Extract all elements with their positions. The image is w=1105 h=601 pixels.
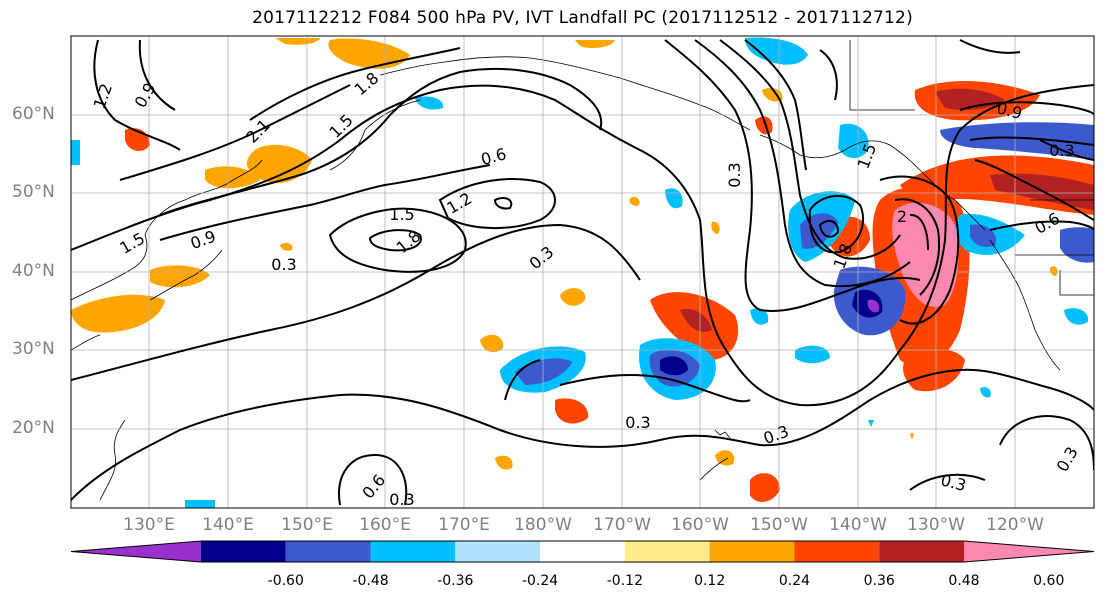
lon-label: 130°E <box>123 515 175 535</box>
colorbar-segment <box>285 541 371 562</box>
colorbar-segment <box>709 541 795 562</box>
colorbar <box>70 540 1095 563</box>
contour-label: 0.3 <box>389 490 414 509</box>
lon-label: 180°W <box>514 515 572 535</box>
lon-label: 150°W <box>750 515 808 535</box>
colorbar-tick-label: -0.60 <box>267 573 304 589</box>
colorbar-segment <box>370 541 456 562</box>
colorbar-segment <box>201 541 286 562</box>
contour-label: 0.3 <box>725 162 744 187</box>
lon-label: 160°W <box>671 515 729 535</box>
colorbar-tick-label: 0.48 <box>948 573 980 589</box>
colorbar-segment <box>540 541 625 562</box>
map-frame <box>70 35 1095 509</box>
colorbar-tick-label: -0.48 <box>352 573 389 589</box>
lon-label: 170°W <box>593 515 651 535</box>
colorbar-tick-label: 0.12 <box>694 573 726 589</box>
lon-label: 150°E <box>281 515 333 535</box>
contour-label: 0.3 <box>1049 141 1074 160</box>
colorbar-segment <box>624 541 710 562</box>
lon-label: 140°W <box>829 515 887 535</box>
contour-label: 2 <box>897 207 907 226</box>
colorbar-segment <box>794 541 880 562</box>
colorbar-tick-label: 0.60 <box>1033 573 1065 589</box>
colorbar-tick-label: -0.36 <box>437 573 474 589</box>
colorbar-segment <box>455 541 541 562</box>
shading-negative <box>71 37 1094 508</box>
lon-label: 120°W <box>986 515 1044 535</box>
lat-label: 40°N <box>12 261 55 281</box>
contour-label: 0.3 <box>271 255 296 274</box>
lon-label: 130°W <box>907 515 965 535</box>
lat-label: 60°N <box>12 104 55 124</box>
colorbar-tick-label: 0.36 <box>863 573 895 589</box>
gridlines <box>71 36 1094 508</box>
colorbar-segment <box>879 541 964 562</box>
colorbar-segment <box>964 541 1094 562</box>
contour-label: 0.3 <box>625 413 650 432</box>
chart-title: 2017112212 F084 500 hPa PV, IVT Landfall… <box>252 8 913 28</box>
colorbar-tick-label: -0.12 <box>606 573 643 589</box>
lat-label: 50°N <box>12 182 55 202</box>
colorbar-tick-label: 0.24 <box>778 573 811 589</box>
lat-label: 30°N <box>12 339 55 359</box>
colorbar-outline <box>70 540 1095 563</box>
lon-label: 160°E <box>359 515 411 535</box>
colorbar-segment <box>71 541 201 562</box>
contour-label: 1.5 <box>389 205 414 224</box>
pv-contours <box>71 39 1094 506</box>
lon-label: 140°E <box>202 515 254 535</box>
colorbar-tick-label: -0.24 <box>521 573 559 589</box>
lat-label: 20°N <box>12 418 55 438</box>
lon-label: 170°E <box>438 515 490 535</box>
